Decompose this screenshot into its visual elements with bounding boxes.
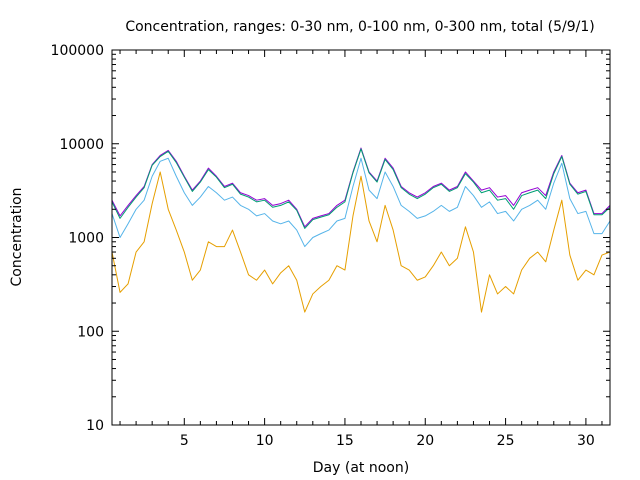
series-line-4 [111,171,611,313]
series-line-1 [111,147,611,228]
x-tick-label: 10 [256,433,274,449]
series-line-3 [111,157,611,248]
y-tick-label: 1000 [68,231,104,247]
x-tick-label: 5 [180,433,189,449]
x-tick-label: 25 [497,433,515,449]
y-axis-title: Concentration [9,187,25,286]
series-layer [111,147,611,313]
y-tick-label: 10000 [59,137,104,153]
x-tick-label: 30 [577,433,595,449]
chart-title: Concentration, ranges: 0-30 nm, 0-100 nm… [125,19,594,35]
series-line-2 [111,148,611,229]
y-tick-label: 100 [77,324,104,340]
x-tick-label: 20 [416,433,434,449]
x-axis-title: Day (at noon) [313,460,409,476]
ticks-layer: 5 10 15 20 25 30 10 100 1000 10000 100000 [51,43,610,449]
x-tick-label: 15 [336,433,354,449]
y-tick-label: 100000 [51,43,104,59]
y-tick-label: 10 [86,418,104,434]
